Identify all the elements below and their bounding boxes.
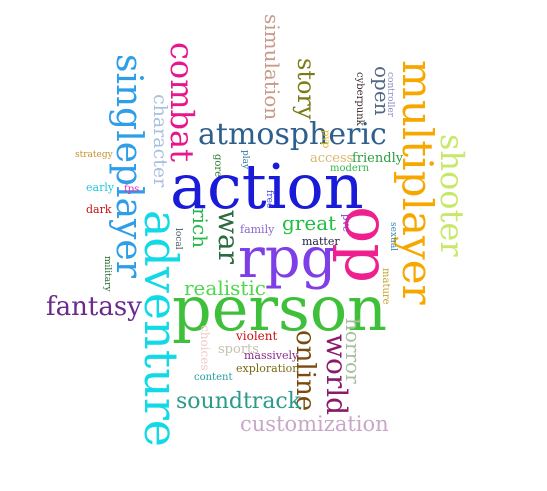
word-sports: sports	[218, 342, 259, 357]
word-atmospheric: atmospheric	[198, 117, 387, 152]
word-horror: horror	[341, 318, 365, 384]
word-combat: combat	[163, 42, 201, 162]
word-adventure: adventure	[134, 210, 188, 448]
word-modern: modern	[330, 163, 370, 174]
word-simulation: simulation	[260, 14, 284, 121]
word-fps: fps	[124, 184, 140, 195]
word-exploration: exploration	[236, 362, 300, 375]
word-sexual: sexual	[388, 222, 398, 252]
word-military: military	[102, 256, 112, 292]
word-free: free	[264, 190, 274, 209]
word-great: great	[282, 211, 337, 235]
word-local: local	[173, 228, 183, 250]
word-cyberpunk: cyberpunk	[354, 72, 365, 126]
word-action: action	[170, 150, 364, 223]
word-mature: mature	[380, 268, 391, 305]
word-person: person	[172, 272, 388, 345]
word-play: play	[240, 150, 250, 170]
word-dark: dark	[86, 203, 112, 216]
word-war: war	[212, 210, 245, 265]
word-pvp: pvp	[320, 130, 331, 149]
word-singleplayer: singleplayer	[108, 54, 149, 278]
word-access: access	[310, 151, 354, 166]
word-customization: customization	[240, 412, 389, 436]
word-controller: controller	[385, 72, 395, 117]
word-realistic: realistic	[184, 276, 267, 300]
word-shooter: shooter	[433, 134, 471, 257]
word-friendly: friendly	[352, 151, 404, 166]
word-choices: choices	[198, 325, 212, 371]
word-op: op	[331, 206, 404, 284]
word-character: character	[149, 94, 171, 188]
word-content: content	[194, 372, 233, 383]
word-online: online	[290, 330, 320, 412]
word-story: story	[292, 58, 320, 120]
word-fantasy: fantasy	[46, 292, 142, 322]
word-gore: gore	[212, 154, 223, 178]
word-open: open	[370, 66, 394, 116]
word-rpg: rpg	[238, 226, 337, 291]
word-world: world	[320, 334, 353, 416]
word-family: family	[240, 223, 275, 236]
word-multiplayer: multiplayer	[393, 60, 442, 305]
word-pve: pve	[340, 214, 351, 232]
word-matter: matter	[302, 235, 340, 248]
word-soundtrack: soundtrack	[176, 389, 302, 414]
word-strategy: strategy	[75, 150, 113, 160]
word-early: early	[86, 181, 115, 194]
word-rich: rich	[188, 208, 212, 249]
word-massively: massively	[244, 349, 299, 362]
word-violent: violent	[236, 329, 278, 343]
